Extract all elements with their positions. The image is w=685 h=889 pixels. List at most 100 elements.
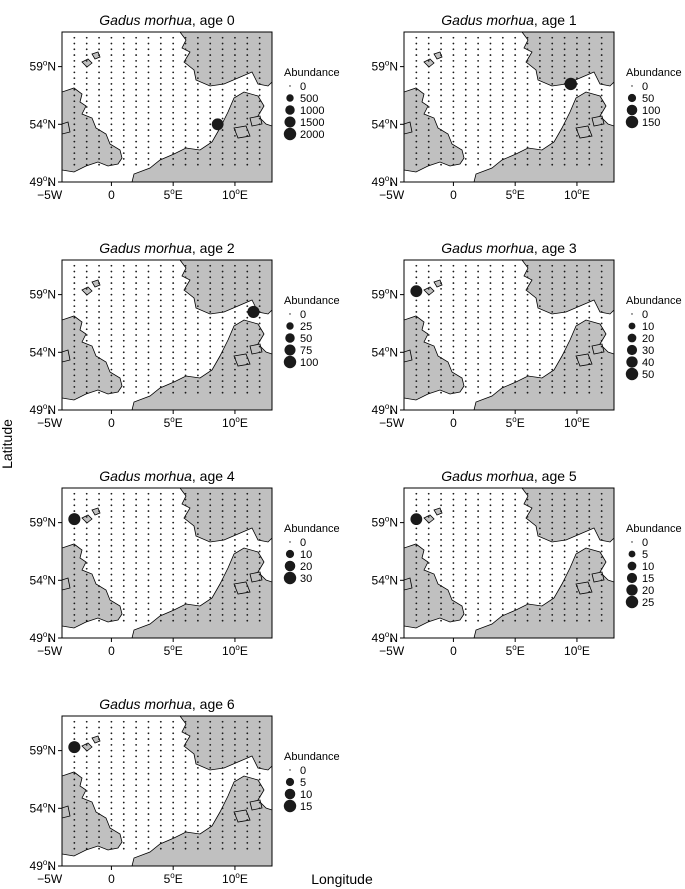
station-dot [135, 527, 138, 530]
station-dot [122, 293, 125, 296]
station-dot [135, 533, 138, 536]
station-dot [110, 824, 113, 827]
station-dot [452, 334, 455, 336]
station-dot [427, 579, 430, 582]
station-dot [221, 362, 224, 365]
station-dot [234, 527, 236, 530]
station-dot [246, 88, 249, 91]
station-dot [538, 539, 541, 541]
station-dot [452, 36, 455, 39]
station-dot [258, 778, 261, 781]
station-dot [110, 585, 113, 587]
station-dot [246, 54, 249, 56]
legend-label: 20 [300, 561, 312, 573]
station-dot [135, 163, 138, 166]
station-dot [234, 158, 236, 160]
station-dot [135, 842, 138, 844]
station-dot [98, 510, 100, 512]
station-dot [135, 380, 138, 383]
station-dot [258, 374, 261, 377]
station-dot [98, 83, 100, 85]
station-dot [600, 380, 603, 383]
panel-title-species: Gadus morhua [99, 240, 192, 256]
station-dot [600, 573, 603, 576]
station-dot [440, 106, 442, 108]
legend-title: Abundance [284, 295, 340, 307]
station-dot [538, 48, 541, 51]
station-dot [600, 282, 603, 284]
station-dot [184, 784, 187, 787]
station-dot [172, 492, 175, 495]
y-tick-label: 59oN [372, 287, 398, 302]
station-dot [209, 818, 212, 821]
station-dot [209, 123, 212, 126]
station-dot [196, 83, 199, 85]
station-dot [221, 345, 224, 348]
station-dot [551, 48, 554, 51]
station-dot [600, 77, 603, 80]
station-dot [514, 334, 517, 336]
station-dot [85, 362, 88, 365]
legend-title: Abundance [626, 523, 682, 535]
station-dot [110, 590, 113, 593]
station-dot [85, 818, 88, 821]
station-dot [122, 504, 125, 507]
station-dot [600, 567, 603, 570]
station-dot [172, 88, 175, 91]
station-dot [110, 726, 113, 729]
station-dot [221, 357, 224, 359]
station-dot [135, 386, 138, 388]
station-dot [234, 824, 236, 827]
station-dot [501, 276, 504, 279]
station-dot [122, 94, 125, 97]
legend-label: 30 [300, 573, 312, 585]
station-dot [551, 264, 554, 267]
station-dot [489, 264, 492, 267]
station-dot [576, 539, 578, 541]
station-dot [563, 533, 566, 536]
station-dot [526, 614, 529, 616]
station-dot [184, 720, 187, 723]
station-dot [110, 152, 113, 155]
station-dot [538, 287, 541, 290]
station-dot [234, 784, 236, 787]
station-dot [135, 772, 138, 775]
station-dot [258, 608, 261, 611]
station-dot [427, 299, 430, 302]
station-dot [98, 163, 100, 166]
station-dot [184, 339, 187, 342]
station-dot [196, 556, 199, 559]
station-dot [464, 311, 467, 313]
station-dot [526, 550, 529, 553]
station-dot [514, 270, 517, 273]
station-dot [159, 158, 162, 160]
station-dot [452, 527, 455, 530]
station-dot [159, 784, 162, 787]
station-dot [588, 140, 591, 143]
legend-symbol [626, 104, 638, 116]
station-dot [538, 334, 541, 336]
station-dot [415, 146, 418, 149]
station-dot [551, 328, 554, 331]
station-dot [526, 585, 529, 587]
station-dot [85, 585, 88, 587]
station-dot [147, 287, 150, 290]
station-dot [588, 562, 591, 564]
station-dot [135, 134, 138, 137]
station-dot [110, 83, 113, 85]
station-dot [196, 590, 199, 593]
station-dot [172, 111, 175, 114]
station-dot [427, 305, 430, 308]
station-dot [526, 83, 529, 85]
station-dot [464, 264, 467, 267]
station-dot [85, 270, 88, 273]
station-dot [258, 556, 261, 559]
y-tick-label: 54oN [30, 800, 56, 815]
station-dot [551, 77, 554, 80]
station-dot [135, 351, 138, 354]
station-dot [209, 801, 212, 804]
station-dot [489, 374, 492, 377]
station-dot [246, 362, 249, 365]
station-dot [147, 276, 150, 279]
